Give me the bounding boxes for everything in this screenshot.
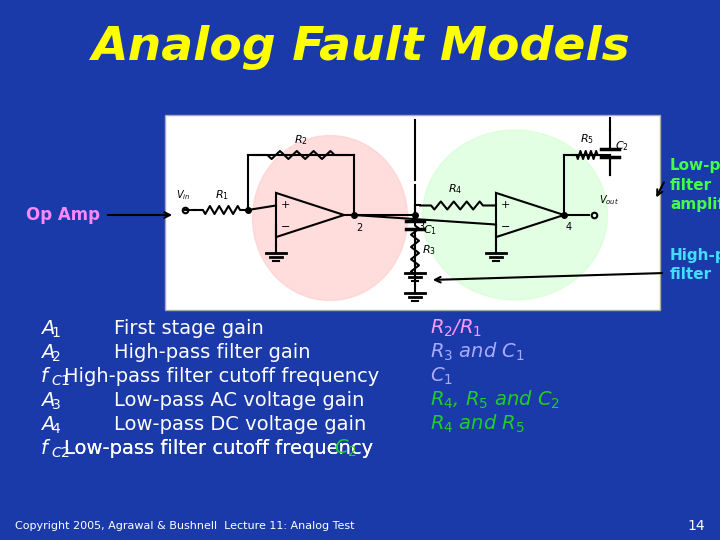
Text: Analog Fault Models: Analog Fault Models (91, 25, 629, 71)
Text: $C_2$: $C_2$ (615, 140, 629, 153)
Text: +: + (500, 200, 510, 211)
Text: $R_3$ and $C_1$: $R_3$ and $C_1$ (430, 341, 525, 363)
Text: 2: 2 (356, 223, 362, 233)
Text: $R_2$/$R_1$: $R_2$/$R_1$ (430, 318, 482, 339)
Text: +: + (280, 200, 289, 211)
Text: First stage gain: First stage gain (64, 319, 264, 338)
Text: High-pass filter cutoff frequency: High-pass filter cutoff frequency (64, 367, 379, 386)
Text: Low-pass filter cutoff frequency: Low-pass filter cutoff frequency (64, 438, 373, 457)
Text: $-$: $-$ (280, 220, 290, 229)
Text: High-pass filter gain: High-pass filter gain (64, 342, 310, 361)
Text: Low-pass AC voltage gain: Low-pass AC voltage gain (64, 390, 364, 409)
Text: Low-pass filter cutoff frequency: Low-pass filter cutoff frequency (64, 438, 373, 457)
Text: $C_1$: $C_1$ (423, 223, 437, 237)
Text: $V_{out}$: $V_{out}$ (599, 193, 619, 207)
Text: 4: 4 (566, 222, 572, 232)
Text: $C2$: $C2$ (51, 446, 70, 460)
Text: $C_1$: $C_1$ (430, 366, 453, 387)
Text: $R_5$: $R_5$ (580, 132, 594, 146)
Text: 3: 3 (418, 222, 424, 232)
Text: $R_4$: $R_4$ (449, 183, 463, 197)
Text: $1$: $1$ (51, 326, 60, 340)
Text: $R_2$: $R_2$ (294, 133, 308, 147)
Text: $R_3$: $R_3$ (422, 243, 436, 257)
Text: $C1$: $C1$ (51, 374, 71, 388)
Text: $2$: $2$ (51, 350, 60, 364)
Text: $-$: $-$ (500, 220, 510, 229)
Text: $3$: $3$ (51, 398, 60, 412)
Bar (165, 115, 660, 310)
Text: $f$: $f$ (40, 438, 51, 457)
Text: $A$: $A$ (40, 319, 55, 338)
Text: Copyright 2005, Agrawal & Bushnell  Lecture 11: Analog Test: Copyright 2005, Agrawal & Bushnell Lectu… (15, 521, 354, 531)
Ellipse shape (253, 136, 408, 300)
Text: $R_4$, $R_5$ and $C_2$: $R_4$, $R_5$ and $C_2$ (430, 389, 560, 411)
Text: $C_2$: $C_2$ (334, 437, 357, 458)
Text: $V_{in}$: $V_{in}$ (176, 188, 190, 202)
Text: Low-pass
filter
amplifier: Low-pass filter amplifier (670, 158, 720, 212)
Ellipse shape (423, 130, 608, 300)
Text: $f$: $f$ (40, 367, 51, 386)
Text: $A$: $A$ (40, 342, 55, 361)
Text: High-pass
filter: High-pass filter (670, 248, 720, 282)
Text: Low-pass DC voltage gain: Low-pass DC voltage gain (64, 415, 366, 434)
Text: Op Amp: Op Amp (26, 206, 100, 224)
Text: $4$: $4$ (51, 422, 61, 436)
Text: $R_4$ and $R_5$: $R_4$ and $R_5$ (430, 413, 525, 435)
Text: 14: 14 (688, 519, 705, 533)
Text: $A$: $A$ (40, 390, 55, 409)
Text: $R_1$: $R_1$ (215, 188, 228, 202)
Text: $A$: $A$ (40, 415, 55, 434)
